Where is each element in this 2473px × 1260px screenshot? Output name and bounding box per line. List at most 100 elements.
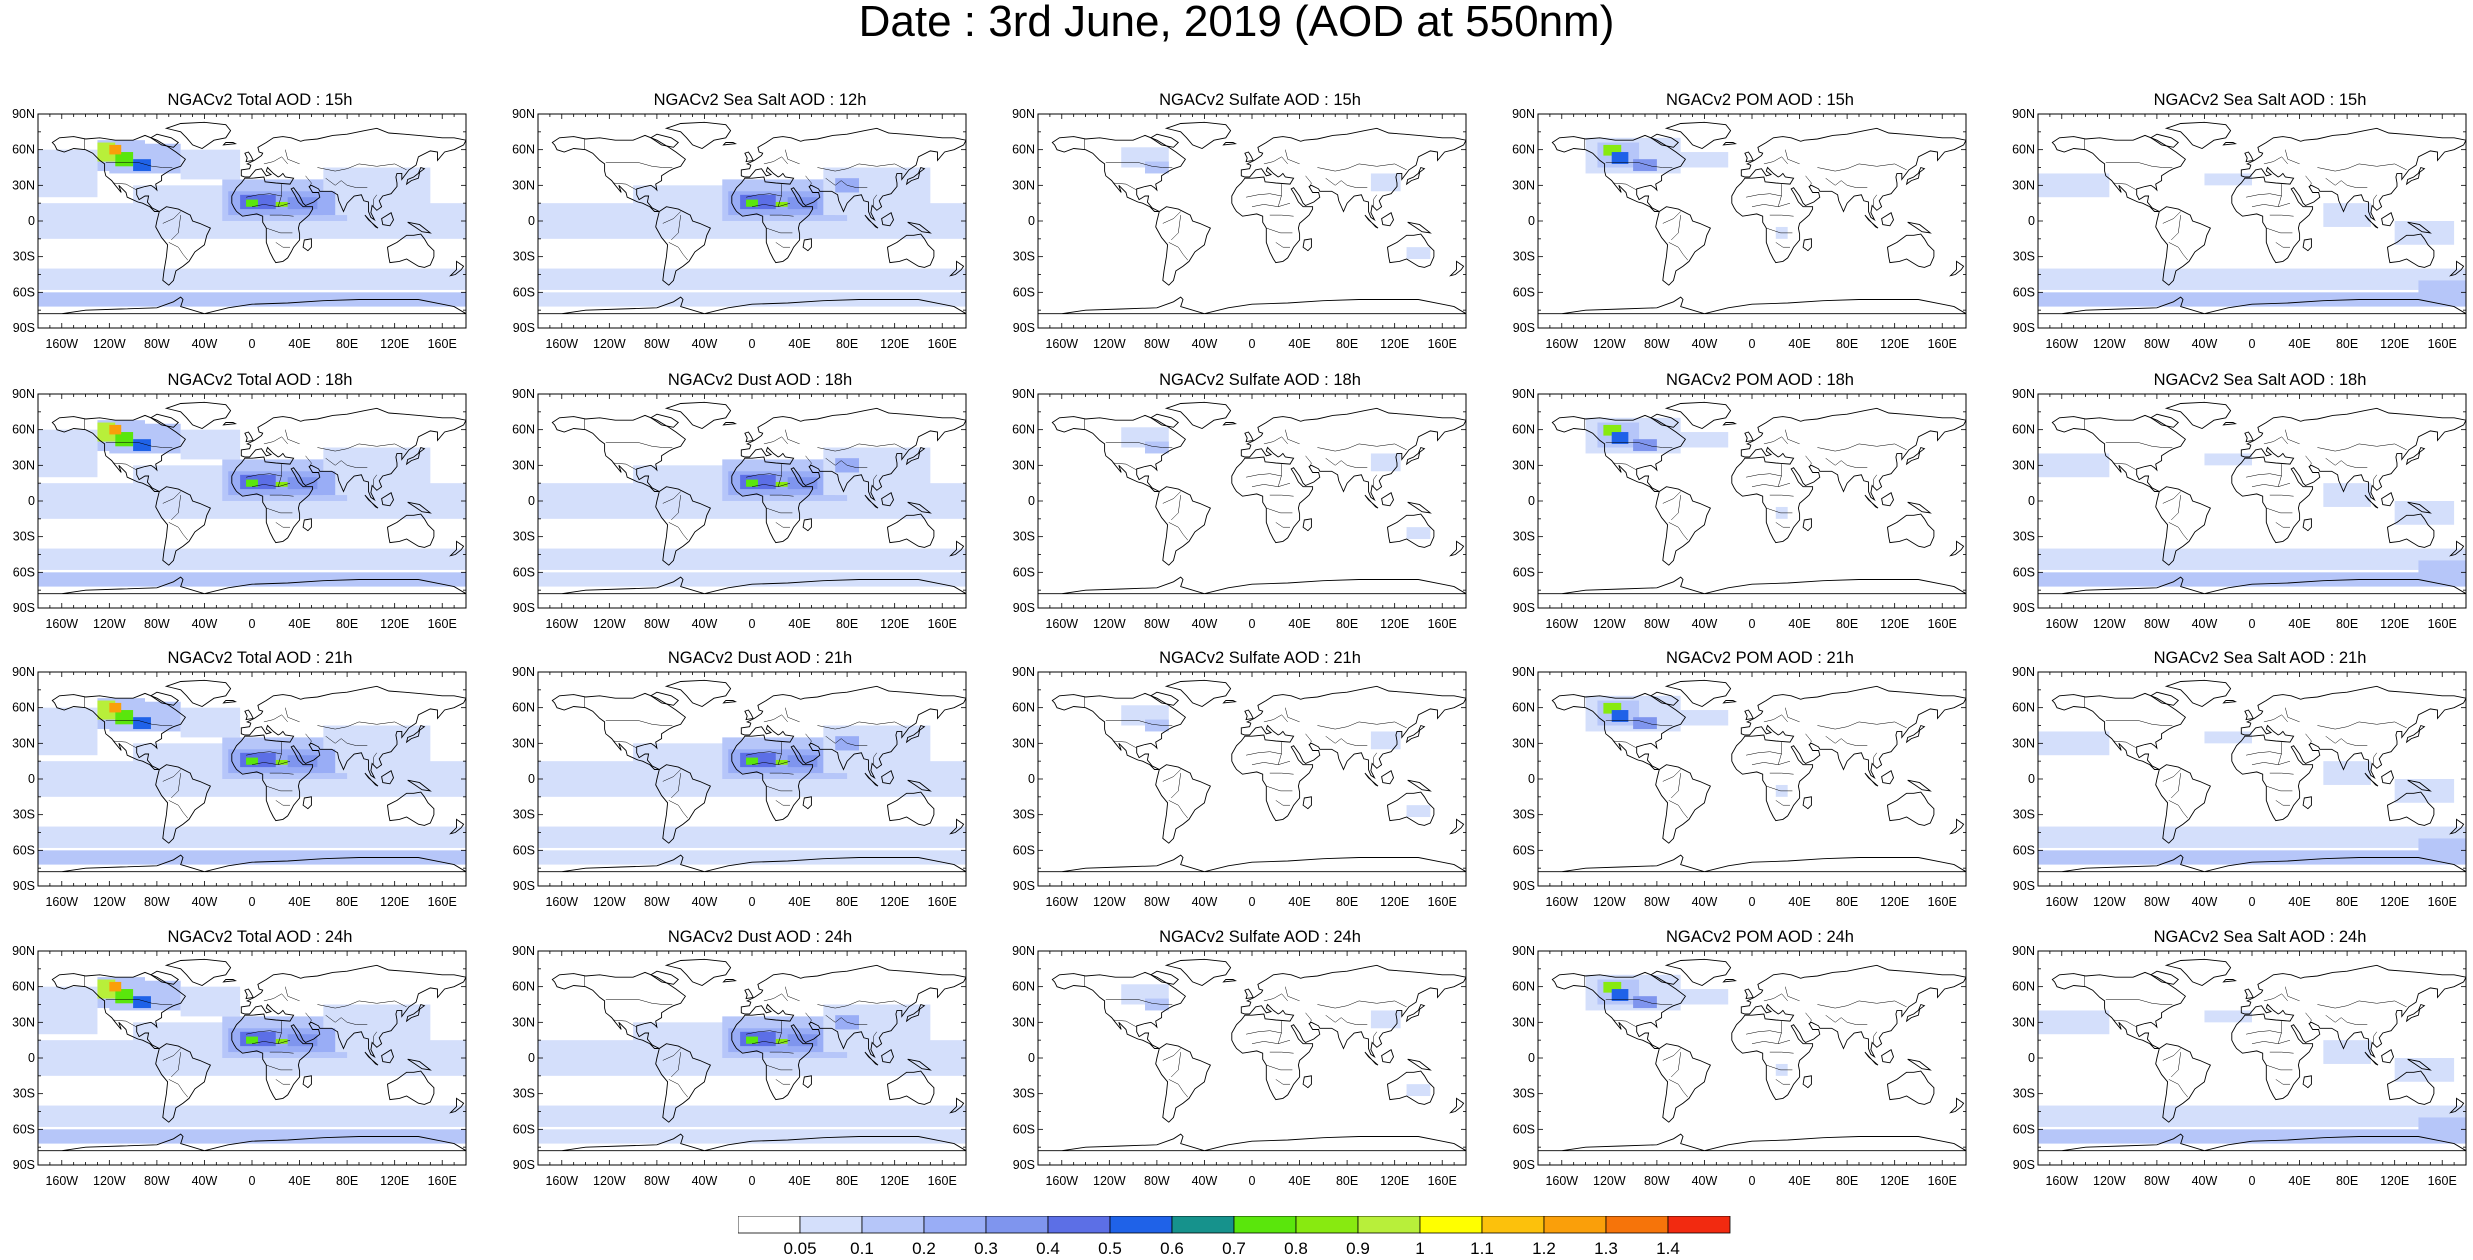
country-border [605, 999, 673, 1005]
country-border [785, 149, 800, 165]
coastline-britain [244, 151, 254, 163]
world-map: 90N 60N 30N 0 30S 60S 90S 160W 120W 80W 40W 0 40E 80E… [512, 944, 967, 1188]
coastline-new-zealand [1449, 540, 1465, 557]
lon-tick-label: 120E [1880, 895, 1909, 909]
country-border [171, 773, 181, 799]
country-border [777, 1021, 782, 1044]
country-border [1171, 773, 1181, 799]
country-borders [1084, 139, 1407, 261]
lat-tick-label: 60S [2013, 565, 2035, 579]
coastline-antarctica [2038, 854, 2466, 873]
map-panel: NGACv2 Total AOD : 18h 90N 60N 30N 0 30S 60S 90… [0, 370, 470, 631]
lat-tick-label: 90N [1512, 107, 1535, 121]
coastline-madagascar [2302, 518, 2312, 532]
coastline-australia [2387, 233, 2435, 268]
coastline-britain [1244, 988, 1254, 1000]
lat-tick-label: 90S [1013, 879, 1035, 893]
lat-tick-label: 60S [2013, 285, 2035, 299]
panel-title: NGACv2 Total AOD : 21h [167, 649, 353, 667]
map-frame [1037, 671, 1467, 887]
aod-blob [1370, 1010, 1401, 1029]
coastline-japan [905, 1003, 926, 1023]
lon-tick-label: 160W [45, 1174, 78, 1188]
coastline-borneo [1381, 492, 1394, 507]
axis-ticks [537, 113, 967, 329]
lon-tick-label: 80W [1144, 337, 1170, 351]
lon-tick-label: 80E [336, 617, 358, 631]
coastline-britain [2244, 431, 2254, 443]
coastlines [1038, 679, 1466, 873]
country-border [766, 507, 793, 514]
country-border [873, 194, 878, 207]
lon-tick-label: 80E [836, 617, 858, 631]
lat-tick-label: 60N [2012, 701, 2035, 715]
country-border [785, 429, 800, 445]
lon-tick-label: 40E [1288, 895, 1310, 909]
lon-tick-label: 120E [1380, 617, 1409, 631]
lon-tick-label: 160W [2045, 337, 2078, 351]
coastline-new-guinea [907, 501, 932, 514]
country-border [1373, 752, 1378, 765]
coastline-africa-eurasia [1731, 685, 1966, 822]
country-border [1777, 464, 1782, 487]
country-border [105, 162, 173, 168]
country-border [671, 495, 681, 521]
lon-tick-label: 120W [2093, 1174, 2126, 1188]
panel-title: NGACv2 Total AOD : 18h [167, 371, 353, 389]
figure-title: Date : 3rd June, 2019 (AOD at 550nm) [858, 0, 1615, 46]
aod-blob [275, 759, 288, 765]
country-border [1171, 1052, 1181, 1078]
lon-tick-label: 0 [1749, 617, 1756, 631]
coastlines [1038, 401, 1466, 595]
coastline-new-zealand [449, 818, 465, 835]
colorbar-cell [799, 1216, 863, 1234]
lon-tick-label: 80W [2144, 1174, 2170, 1188]
country-border [266, 227, 293, 234]
aod-field [2038, 453, 2466, 587]
lon-tick-label: 40E [288, 895, 310, 909]
coastline-britain [1244, 151, 1254, 163]
lat-tick-label: 30N [512, 458, 535, 472]
lat-tick-label: 0 [28, 214, 35, 228]
colorbar-label: 0.5 [1098, 1239, 1122, 1258]
country-border [2373, 474, 2378, 487]
colorbar-label: 0.7 [1222, 1239, 1246, 1258]
country-border [662, 211, 681, 224]
country-border [751, 202, 791, 207]
aod-blob [38, 850, 466, 865]
country-border [2171, 773, 2181, 799]
lat-tick-label: 60N [512, 423, 535, 437]
aod-blob [246, 1036, 258, 1044]
lat-tick-label: 0 [2028, 1051, 2035, 1065]
country-border [1269, 1051, 1294, 1054]
coastline-japan [1405, 166, 1426, 186]
lat-tick-label: 60S [13, 843, 35, 857]
country-border [317, 1000, 407, 1009]
lon-tick-label: 0 [1749, 337, 1756, 351]
lat-tick-label: 60N [12, 423, 35, 437]
lat-tick-label: 30S [513, 530, 535, 544]
lat-tick-label: 90S [13, 601, 35, 615]
country-border [266, 785, 293, 792]
coastline-africa-eurasia [1231, 407, 1466, 544]
axis-ticks [1537, 950, 1967, 1166]
lon-tick-label: 160E [1428, 895, 1457, 909]
country-border [2105, 442, 2173, 448]
country-border [2171, 495, 2181, 521]
country-border [2285, 986, 2300, 1002]
lon-tick-label: 120E [880, 1174, 909, 1188]
axis-ticks [537, 393, 967, 609]
world-map: 90N 60N 30N 0 30S 60S 90S 160W 120W 80W 40W 0 40E 80E… [12, 944, 467, 1188]
aod-field [1121, 427, 1431, 540]
coastline-new-zealand [1949, 260, 1965, 277]
world-map: 90N 60N 30N 0 30S 60S 90S 160W 120W 80W 40W 0 40E 80E… [512, 387, 967, 631]
lon-tick-label: 80W [1644, 895, 1670, 909]
lon-tick-label: 40E [2288, 337, 2310, 351]
country-border [751, 1039, 791, 1044]
coastline-new-zealand [449, 540, 465, 557]
lon-tick-label: 40E [788, 617, 810, 631]
country-border [285, 429, 300, 445]
aod-field [538, 725, 966, 865]
lat-tick-label: 60S [1513, 565, 1535, 579]
country-border [1746, 751, 1782, 756]
